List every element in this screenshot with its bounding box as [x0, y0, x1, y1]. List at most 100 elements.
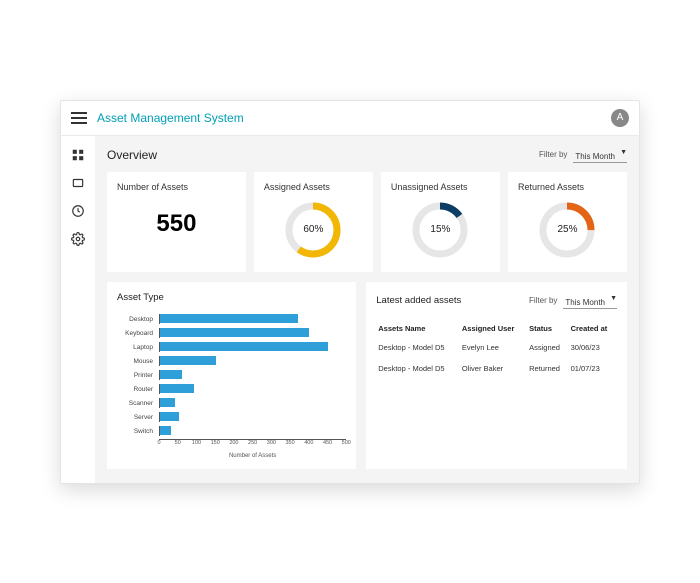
bar-fill — [160, 342, 328, 351]
bar-category-label: Keyboard — [117, 330, 157, 337]
dashboard-icon[interactable] — [71, 148, 85, 162]
table-col-header: Created at — [569, 320, 617, 337]
x-tick: 400 — [304, 440, 313, 446]
table-cell: Desktop - Model D5 — [376, 337, 460, 358]
x-tick: 0 — [157, 440, 160, 446]
bar-track — [159, 426, 346, 436]
x-tick: 250 — [248, 440, 257, 446]
bar-track — [159, 398, 346, 408]
x-tick: 100 — [192, 440, 201, 446]
kpi-donut-title: Assigned Assets — [264, 182, 363, 192]
bar-row: Router — [159, 383, 346, 395]
app-window: Asset Management System A Overview Filte… — [60, 100, 640, 484]
bar-row: Desktop — [159, 313, 346, 325]
avatar[interactable]: A — [611, 109, 629, 127]
latest-filter-label: Filter by — [529, 296, 557, 305]
donut-percent: 60% — [303, 224, 323, 235]
table-header-row: Assets NameAssigned UserStatusCreated at — [376, 320, 617, 337]
latest-filter-select[interactable]: This Month — [563, 297, 617, 309]
bar-track — [159, 370, 346, 380]
bar-row: Server — [159, 411, 346, 423]
latest-assets-panel: Latest added assets Filter by This Month… — [366, 282, 627, 469]
bar-category-label: Router — [117, 386, 157, 393]
bar-track — [159, 384, 346, 394]
chart-x-label: Number of Assets — [159, 453, 346, 459]
x-tick: 500 — [342, 440, 351, 446]
x-tick: 150 — [211, 440, 220, 446]
bar-fill — [160, 412, 179, 421]
donut-percent: 15% — [430, 224, 450, 235]
donut-chart: 25% — [518, 198, 617, 262]
table-cell: Desktop - Model D5 — [376, 358, 460, 379]
bar-row: Keyboard — [159, 327, 346, 339]
bar-row: Switch — [159, 425, 346, 437]
bar-category-label: Printer — [117, 372, 157, 379]
table-cell: 30/06/23 — [569, 337, 617, 358]
bar-category-label: Switch — [117, 428, 157, 435]
x-tick: 350 — [285, 440, 294, 446]
asset-type-panel: Asset Type DesktopKeyboardLaptopMousePri… — [107, 282, 356, 469]
app-title: Asset Management System — [97, 111, 244, 125]
kpi-donut-title: Unassigned Assets — [391, 182, 490, 192]
bar-fill — [160, 398, 175, 407]
x-tick: 200 — [229, 440, 238, 446]
bar-fill — [160, 384, 194, 393]
kpi-donut-card: Assigned Assets 60% — [254, 172, 373, 272]
history-icon[interactable] — [71, 204, 85, 218]
table-cell: Assigned — [527, 337, 568, 358]
settings-icon[interactable] — [71, 232, 85, 246]
bar-row: Mouse — [159, 355, 346, 367]
bar-category-label: Server — [117, 414, 157, 421]
table-row: Desktop - Model D5Oliver BakerReturned01… — [376, 358, 617, 379]
chart-x-axis: 050100150200250300350400450500 — [159, 439, 346, 451]
filter-label: Filter by — [539, 150, 567, 159]
bar-track — [159, 342, 346, 352]
kpi-donut-title: Returned Assets — [518, 182, 617, 192]
x-tick: 300 — [267, 440, 276, 446]
table-row: Desktop - Model D5Evelyn LeeAssigned30/0… — [376, 337, 617, 358]
bar-category-label: Desktop — [117, 316, 157, 323]
kpi-count-title: Number of Assets — [117, 182, 236, 192]
asset-type-title: Asset Type — [117, 292, 346, 303]
panel-row: Asset Type DesktopKeyboardLaptopMousePri… — [107, 282, 627, 469]
bar-category-label: Laptop — [117, 344, 157, 351]
donut-chart: 15% — [391, 198, 490, 262]
overview-header: Overview Filter by This Month ▼ — [107, 146, 627, 164]
table-col-header: Assigned User — [460, 320, 527, 337]
bar-fill — [160, 370, 182, 379]
table-cell: Oliver Baker — [460, 358, 527, 379]
bar-category-label: Mouse — [117, 358, 157, 365]
table-cell: Returned — [527, 358, 568, 379]
page-title: Overview — [107, 148, 157, 162]
bar-track — [159, 356, 346, 366]
bar-track — [159, 412, 346, 422]
sidebar — [61, 136, 95, 483]
bar-category-label: Scanner — [117, 400, 157, 407]
assets-icon[interactable] — [71, 176, 85, 190]
latest-assets-table: Assets NameAssigned UserStatusCreated at… — [376, 320, 617, 379]
kpi-donut-card: Unassigned Assets 15% — [381, 172, 500, 272]
bar-fill — [160, 328, 309, 337]
bar-row: Laptop — [159, 341, 346, 353]
main-content: Overview Filter by This Month ▼ Number o… — [95, 136, 639, 483]
bar-fill — [160, 356, 216, 365]
table-col-header: Status — [527, 320, 568, 337]
latest-title: Latest added assets — [376, 295, 461, 306]
bar-row: Scanner — [159, 397, 346, 409]
bar-fill — [160, 426, 171, 435]
menu-icon[interactable] — [71, 109, 87, 127]
donut-chart: 60% — [264, 198, 363, 262]
kpi-count-value: 550 — [117, 198, 236, 250]
table-cell: 01/07/23 — [569, 358, 617, 379]
kpi-count-card: Number of Assets 550 — [107, 172, 246, 272]
kpi-row: Number of Assets 550 Assigned Assets60% … — [107, 172, 627, 272]
bar-fill — [160, 314, 298, 323]
donut-percent: 25% — [557, 224, 577, 235]
table-col-header: Assets Name — [376, 320, 460, 337]
kpi-donut-card: Returned Assets 25% — [508, 172, 627, 272]
bar-row: Printer — [159, 369, 346, 381]
table-cell: Evelyn Lee — [460, 337, 527, 358]
bar-track — [159, 314, 346, 324]
filter-select[interactable]: This Month — [573, 151, 627, 163]
x-tick: 50 — [175, 440, 181, 446]
